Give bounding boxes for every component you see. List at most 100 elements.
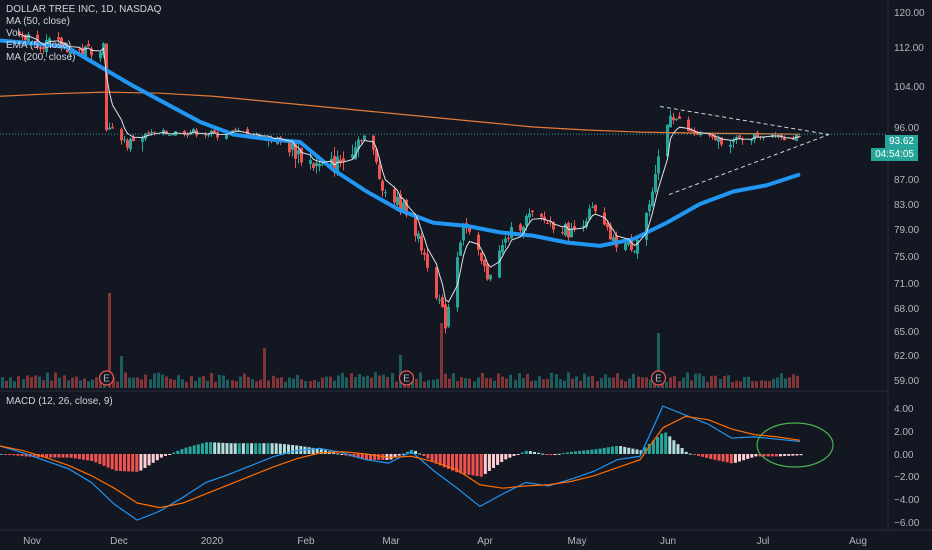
candle-body [750, 139, 753, 141]
candle-body [720, 137, 723, 145]
macd-histogram-bar [627, 447, 631, 454]
macd-histogram-bar [615, 445, 618, 454]
macd-histogram-bar [16, 454, 20, 456]
candle-body [351, 154, 354, 158]
candle-body [456, 257, 459, 308]
volume-bar [645, 377, 648, 388]
volume-bar [583, 373, 586, 388]
volume-bar [427, 380, 430, 388]
volume-bar [747, 376, 750, 388]
macd-histogram-bar [139, 454, 143, 471]
candle-body [756, 132, 759, 137]
indicator-ma200-label[interactable]: MA (200, close) [6, 52, 76, 63]
indicator-volume-label[interactable]: Vol [6, 28, 20, 39]
candle-body [654, 173, 657, 192]
volume-bar [87, 381, 90, 388]
macd-histogram-bar [635, 449, 639, 454]
volume-bar [46, 372, 49, 388]
volume-bar [546, 378, 549, 388]
volume-bar [222, 375, 225, 388]
macd-histogram-bar [356, 454, 360, 459]
indicator-ema5-label[interactable]: EMA (5, close) [6, 40, 72, 51]
candle-body [186, 134, 189, 136]
macd-histogram-bar [45, 454, 49, 458]
volume-bar [477, 377, 480, 388]
macd-tick-label: 2.00 [894, 427, 914, 438]
candle-body [603, 212, 606, 225]
macd-histogram-bar [196, 444, 200, 454]
volume-bar [185, 381, 188, 388]
macd-histogram-bar [569, 451, 573, 454]
macd-histogram-bar [373, 454, 377, 460]
macd-histogram-bar [114, 454, 118, 471]
volume-bar [280, 377, 283, 388]
volume-bar [497, 373, 500, 388]
candle-body [699, 133, 702, 136]
volume-bar [325, 376, 328, 388]
volume-bar [776, 377, 779, 388]
volume-bar [112, 377, 115, 388]
volume-bar [210, 373, 213, 388]
macd-histogram-bar [241, 443, 245, 454]
macd-histogram-bar [549, 454, 553, 456]
candle-body [225, 134, 228, 139]
candle-body [300, 147, 303, 163]
volume-bar [796, 375, 799, 388]
candle-body [288, 140, 291, 153]
volume-bar [493, 380, 496, 388]
volume-bar [13, 381, 16, 388]
volume-bar [690, 380, 693, 388]
volume-bar [600, 378, 603, 388]
macd-title[interactable]: MACD (12, 26, close, 9) [6, 396, 113, 407]
macd-histogram-bar [200, 443, 204, 454]
macd-histogram-bar [360, 454, 364, 459]
candle-body [309, 160, 312, 164]
volume-bar [1, 377, 4, 388]
candle-body [624, 243, 627, 250]
candle-body [393, 189, 396, 203]
macd-histogram-bar [680, 447, 684, 454]
macd-histogram-bar [53, 454, 57, 458]
macd-histogram-bar [57, 454, 61, 458]
candle-body [486, 263, 489, 280]
price-tick-label: 120.00 [894, 8, 925, 19]
volume-bar [267, 380, 270, 388]
volume-bar [714, 375, 717, 388]
price-tick-label: 62.00 [894, 351, 919, 362]
volume-bar [448, 378, 451, 388]
volume-bar [444, 373, 447, 388]
macd-histogram-bar [475, 454, 479, 477]
candle-body [78, 49, 81, 51]
volume-bar [95, 377, 98, 388]
candle-body [129, 138, 132, 150]
candle-body [627, 240, 630, 245]
candle-body [27, 34, 30, 43]
candle-body [678, 116, 681, 120]
volume-bar [489, 378, 492, 388]
volume-bar [792, 374, 795, 388]
candle-body [60, 37, 63, 47]
macd-histogram-bar [73, 454, 77, 459]
candle-body [108, 127, 111, 130]
volume-bar [731, 381, 734, 388]
macd-histogram-bar [701, 454, 705, 457]
triangle-upper-line [659, 106, 830, 135]
volume-bar [563, 380, 566, 388]
volume-bar [345, 377, 348, 388]
candle-body [147, 132, 150, 135]
volume-bar [755, 381, 758, 388]
candle-body [690, 129, 693, 132]
candle-body [489, 274, 492, 280]
price-tick-label: 87.00 [894, 175, 919, 186]
macd-histogram-bar [209, 442, 213, 454]
indicator-ma50-label[interactable]: MA (50, close) [6, 16, 70, 27]
ema5-line [19, 33, 800, 303]
volume-bar [550, 372, 553, 388]
volume-bar [628, 378, 631, 388]
macd-histogram-bar [0, 454, 3, 455]
candle-body [87, 44, 90, 47]
volume-bar [231, 380, 234, 388]
macd-histogram-bar [151, 454, 155, 463]
volume-bar [382, 374, 385, 388]
